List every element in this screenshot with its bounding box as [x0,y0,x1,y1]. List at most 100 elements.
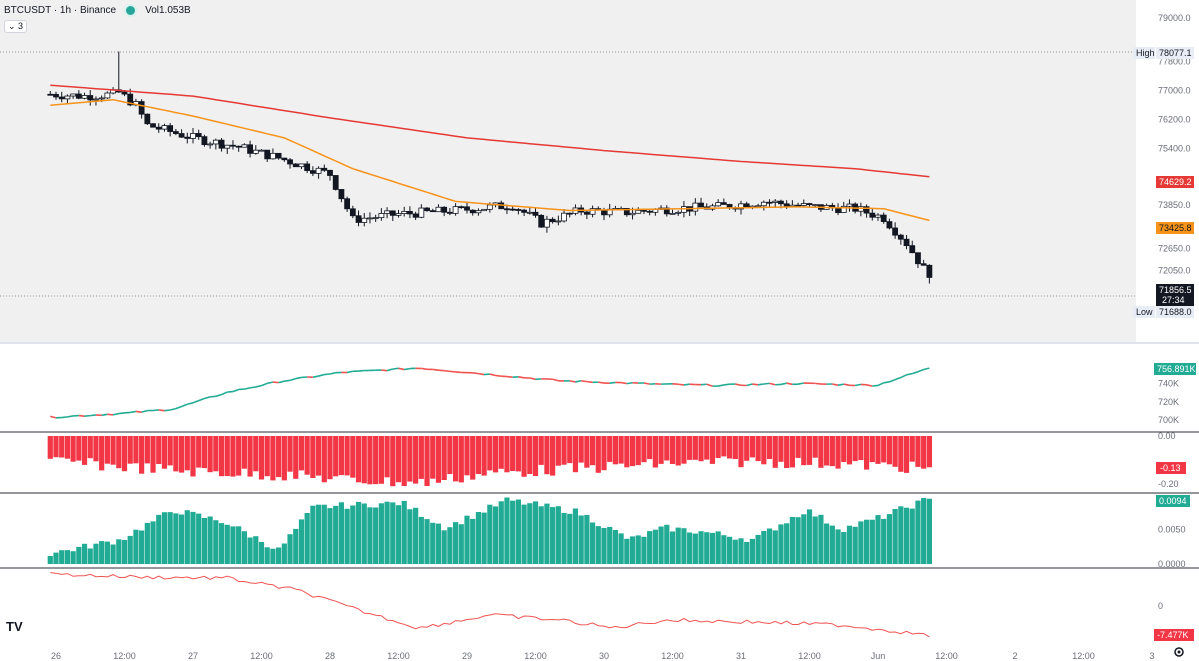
funding-layer [47,436,932,487]
ratio-bar [715,531,721,564]
funding-bar [424,436,430,486]
ratio-bar [276,547,282,564]
ratio-bar [521,504,527,564]
candle-body [515,209,522,211]
candle-body [429,210,436,213]
ratio-bar [624,538,630,564]
funding-tick-label: 0.00 [1158,431,1176,441]
funding-bar [726,436,733,459]
candle-body [549,218,556,223]
ratio-bar [59,550,65,564]
time-tick-label: 26 [51,651,61,661]
candle-body [321,167,328,171]
candle-body [309,170,316,174]
candle-body [526,211,533,214]
funding-bar [401,436,407,486]
oi-segment [398,367,405,371]
funding-bar [287,436,293,472]
funding-bar [133,436,139,464]
candle-body [224,144,231,149]
moving-averages-layer [50,84,930,222]
funding-bar [116,436,122,469]
ratio-bar [692,533,698,564]
funding-bar [561,436,567,465]
candle-body [800,203,807,206]
ratio-bar [584,514,590,564]
funding-bar [824,436,830,466]
cvd-pane[interactable] [0,569,1136,645]
funding-bar [390,436,396,487]
ratio-bar [355,501,362,564]
collapse-indicators-button[interactable]: ⌄ 3 [4,20,28,33]
funding-bar [835,436,841,469]
funding-bar [418,436,424,479]
ratio-bar [858,521,864,564]
candle-body [315,167,322,174]
high-tag-value: 78077.1 [1159,48,1192,58]
volume-readout: Vol1.053B [145,5,191,16]
funding-bar [812,436,818,458]
tradingview-logo[interactable]: TV [6,619,23,634]
oi-segment [90,414,97,417]
candle-body [172,131,179,134]
ratio-bar [589,522,596,564]
candle-body [760,201,767,207]
funding-bar [81,436,88,465]
oi-pane[interactable] [0,344,1136,431]
funding-bar [521,436,527,477]
ratio-bar [675,527,681,564]
oi-segment [518,376,525,379]
funding-bar [766,436,773,459]
oi-segment [392,367,399,370]
oi-segment [284,379,291,382]
candle-body [778,200,784,205]
funding-bar [892,436,898,467]
ratio-bar [903,507,910,564]
symbol-title[interactable]: BTCUSDT · 1h · Binance [4,5,117,16]
oi-segment [198,397,205,402]
candle-body [738,203,744,210]
ratio-bar [818,514,824,564]
oi-segment [581,379,587,383]
settings-gear-icon[interactable] [1174,647,1184,657]
candle-body [840,205,847,213]
candle-body [75,93,82,99]
oi-segment [255,384,262,388]
ratio-bar [218,523,225,564]
oi-segment [917,368,924,373]
ratio-bar [578,515,584,564]
funding-bar [618,436,624,464]
ratio-bar [236,526,242,564]
oi-segment [278,380,285,384]
oi-segment [158,409,165,412]
price-pane[interactable] [0,0,1136,342]
ratio-tick-label: 0.0000 [1158,559,1186,569]
ratio-bar [184,510,190,564]
funding-bar [687,436,693,460]
funding-bar [578,436,584,463]
candle-body [486,204,493,210]
funding-bar [59,436,65,458]
market-status-icon[interactable] [124,4,138,17]
ratio-bar [492,506,499,564]
funding-bar [624,436,630,468]
funding-bar [784,436,790,468]
funding-bar [538,436,544,465]
funding-bar [230,436,236,477]
funding-bar [475,436,482,474]
oi-segment [112,412,119,416]
oi-tag-value: 756.891K [1157,364,1196,374]
funding-bar [367,436,373,485]
candle-body [93,98,99,101]
funding-bar [595,436,601,473]
ratio-bar [629,536,636,564]
candle-body [481,208,488,212]
candle-body [566,212,573,215]
funding-bar [150,436,156,473]
ratio-bar [732,539,738,564]
funding-bar [635,436,641,466]
oi-segment [706,383,713,387]
axes-layer: 79000.0 77800.0 77000.0 76200.0 75400.0 73850… [51,13,1191,661]
ratio-bar [435,523,442,564]
